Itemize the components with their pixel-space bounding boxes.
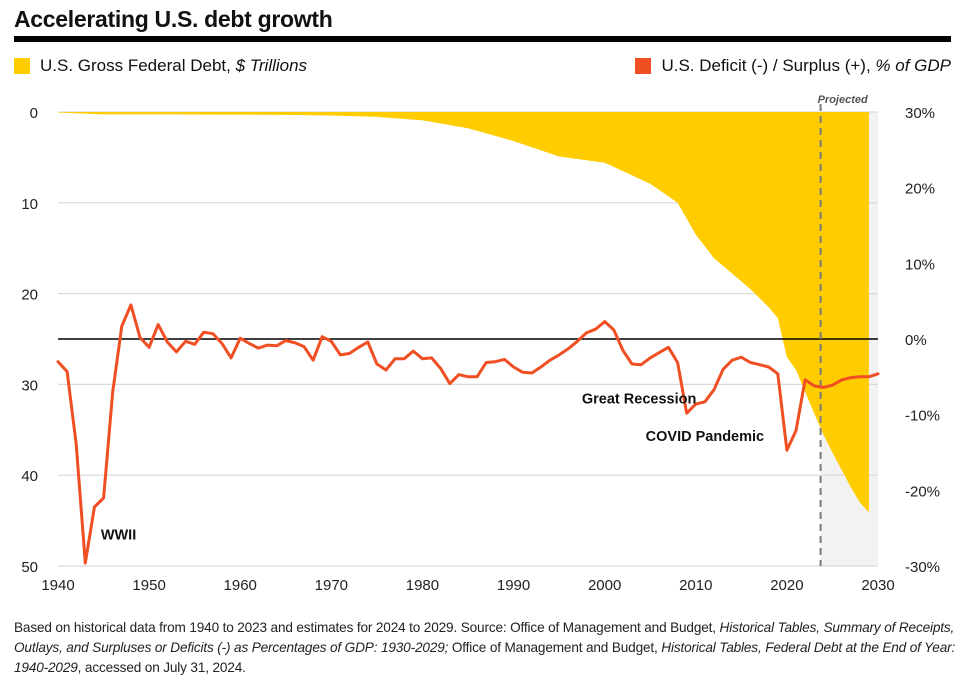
legend-debt-label: U.S. Gross Federal Debt,: [40, 56, 231, 75]
chart-title: Accelerating U.S. debt growth: [14, 6, 333, 32]
right-axis-tick-label: -20%: [905, 483, 940, 500]
title-rule: [14, 36, 951, 42]
x-axis-tick-label: 2020: [770, 577, 803, 594]
deficit-line: [56, 303, 880, 565]
left-axis-tick-label: 10: [21, 196, 38, 213]
footnote-italic-1: Historical Tables, Summary of Receipts, …: [14, 620, 955, 655]
legend-deficit-unit: % of GDP: [875, 56, 951, 75]
legend-deficit-swatch: [635, 58, 652, 74]
footnote-italic-2: Historical Tables, Federal Debt at the E…: [14, 640, 956, 675]
right-axis-tick-label: -10%: [905, 408, 940, 425]
right-axis-tick-label: 10%: [905, 256, 935, 273]
x-axis-tick-label: 1980: [406, 577, 439, 594]
right-axis-tick-label: -30%: [905, 559, 940, 576]
legend-deficit-label: U.S. Deficit (-) / Surplus (+),: [661, 56, 871, 75]
legend-deficit: U.S. Deficit (-) / Surplus (+), % of GDP: [635, 56, 951, 76]
footnote: Based on historical data from 1940 to 20…: [14, 618, 959, 678]
legend-debt-swatch: [14, 58, 30, 74]
annotation-label: Great Recession: [582, 391, 696, 407]
x-axis-tick-label: 1970: [315, 577, 348, 594]
x-axis-tick-label: 2030: [861, 577, 894, 594]
legend-debt: U.S. Gross Federal Debt, $ Trillions: [14, 56, 307, 76]
x-axis-tick-label: 1950: [132, 577, 165, 594]
footnote-text-1: Based on historical data from 1940 to 20…: [14, 620, 720, 635]
debt-deficit-chart: 01020304050Projected30%20%10%0%-10%-20%-…: [21, 94, 940, 594]
left-axis-tick-label: 40: [21, 468, 38, 485]
x-axis-tick-label: 1990: [497, 577, 530, 594]
left-axis-tick-label: 20: [21, 287, 38, 304]
x-axis-tick-label: 1960: [224, 577, 257, 594]
legend-debt-unit: $ Trillions: [235, 56, 308, 75]
right-axis-tick-label: 30%: [905, 105, 935, 122]
left-axis-tick-label: 30: [21, 377, 38, 394]
right-axis-tick-label: 0%: [905, 332, 927, 349]
left-axis-tick-label: 0: [30, 105, 38, 122]
annotation-label: COVID Pandemic: [646, 429, 764, 445]
x-axis-tick-label: 2000: [588, 577, 621, 594]
annotation-label: WWII: [101, 528, 136, 544]
x-axis-tick-label: 2010: [679, 577, 712, 594]
debt-area: [58, 112, 869, 513]
projected-label: Projected: [818, 94, 868, 106]
left-axis-tick-label: 50: [21, 559, 38, 576]
x-axis-tick-label: 1940: [41, 577, 74, 594]
right-axis-tick-label: 20%: [905, 181, 935, 198]
footnote-text-2: Office of Management and Budget,: [448, 640, 662, 655]
footnote-text-3: , accessed on July 31, 2024.: [77, 660, 246, 675]
